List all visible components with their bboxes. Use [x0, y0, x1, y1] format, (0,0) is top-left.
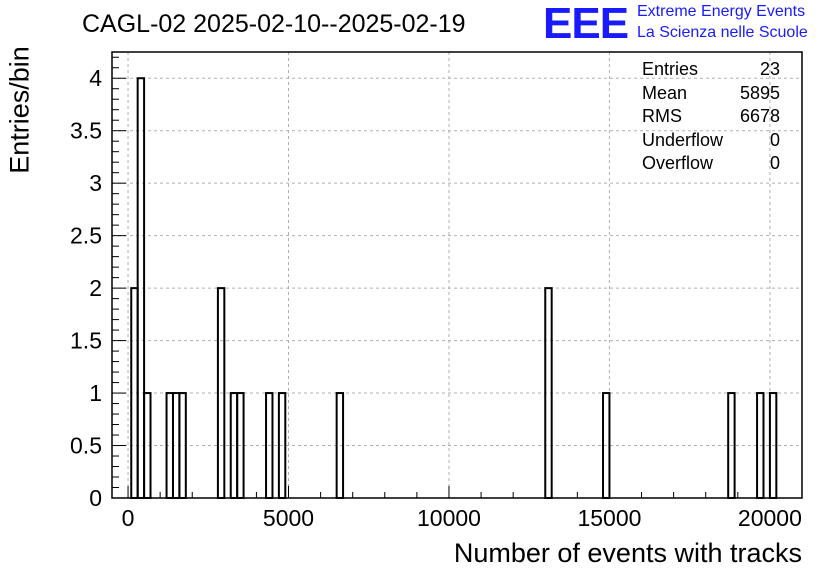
- y-axis-label: Entries/bin: [4, 46, 35, 174]
- y-tick-label: 2.5: [70, 223, 102, 249]
- stat-value: 0: [769, 129, 780, 150]
- x-tick-label: 15000: [577, 505, 641, 531]
- stat-row-rms: RMS 6678: [642, 105, 780, 129]
- stat-label: Overflow: [642, 153, 714, 173]
- x-axis-label: Number of events with tracks: [453, 538, 802, 568]
- y-tick-label: 3.5: [70, 118, 102, 144]
- x-tick-label: 20000: [738, 505, 802, 531]
- logo-line-1: Extreme Energy Events: [637, 3, 806, 20]
- stat-row-overflow: Overflow 0: [642, 152, 780, 176]
- plot-frame: [111, 51, 803, 499]
- stat-value: 6678: [739, 106, 780, 126]
- stat-value: 23: [759, 59, 780, 79]
- logo-line-2: La Scienza nelle Scuole: [637, 24, 808, 41]
- stat-row-entries: Entries 23: [642, 58, 780, 82]
- histogram-bin: [544, 287, 553, 499]
- y-tick-label: 1: [89, 380, 102, 406]
- x-tick-label: 10000: [417, 505, 481, 531]
- y-tick-label: 0: [89, 485, 102, 511]
- stat-row-mean: Mean 5895: [642, 82, 780, 106]
- x-tick-label: 0: [122, 505, 135, 531]
- stat-value: 5895: [739, 82, 780, 103]
- stat-row-underflow: Underflow 0: [642, 129, 780, 153]
- y-tick-label: 4: [89, 65, 102, 91]
- x-tick-label: 5000: [263, 505, 314, 531]
- y-tick-label: 3: [89, 170, 102, 196]
- stat-value: 0: [769, 153, 780, 173]
- histogram-bin: [335, 392, 345, 500]
- stat-label: Mean: [642, 82, 688, 103]
- eee-logo: EEE: [543, 0, 629, 48]
- stat-label: RMS: [642, 106, 682, 126]
- histogram-bin: [178, 392, 187, 500]
- y-tick-label: 0.5: [70, 433, 102, 459]
- stat-label: Underflow: [642, 129, 724, 150]
- chart-title: CAGL-02 2025-02-10--2025-02-19: [82, 10, 466, 38]
- histogram-bin: [143, 392, 152, 500]
- y-tick-label: 1.5: [70, 328, 102, 354]
- stat-label: Entries: [642, 59, 699, 79]
- stats-box: Entries 23 Mean 5895 RMS 6678 Underflow …: [642, 58, 780, 176]
- y-tick-label: 2: [89, 275, 102, 301]
